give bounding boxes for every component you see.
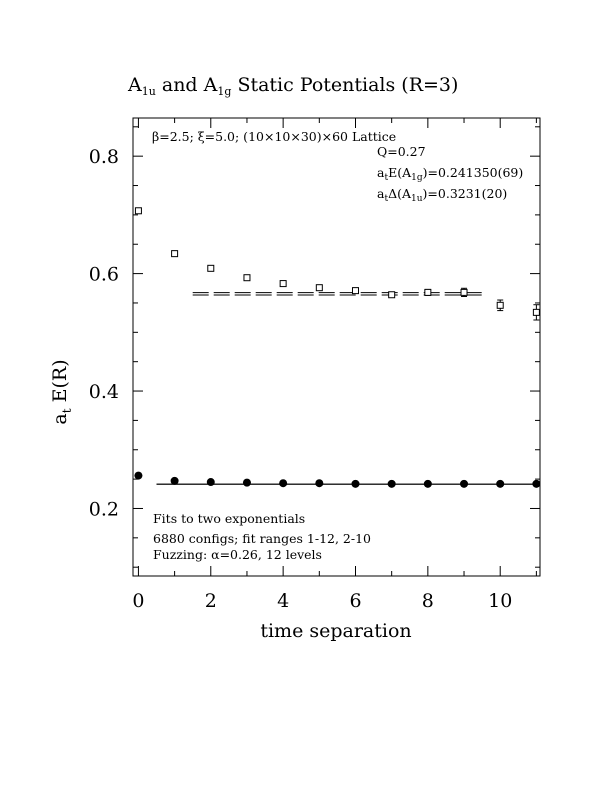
ground-state-point [387, 479, 396, 488]
excited-state-point [424, 288, 432, 296]
ground-state-point [351, 479, 360, 488]
gap-result: atΔ(A1u)=0.3231(20) [377, 186, 507, 204]
x-tick-label: 2 [205, 590, 217, 612]
q-value: Q=0.27 [377, 144, 426, 159]
fit-note: Fits to two exponentials [153, 511, 305, 526]
ground-state-point [279, 479, 288, 488]
x-tick-label: 4 [277, 590, 289, 612]
ground-state-point [206, 478, 215, 487]
excited-state-point [388, 291, 396, 299]
excited-state-point [207, 264, 215, 272]
ground-state-point [170, 476, 179, 485]
plot-frame [132, 117, 541, 577]
x-tick-label: 6 [349, 590, 361, 612]
excited-state-point [351, 287, 359, 295]
x-tick-label: 0 [132, 590, 144, 612]
fuzzing-note: Fuzzing: α=0.26, 12 levels [153, 547, 322, 562]
ground-energy-result: atE(A1g)=0.241350(69) [377, 165, 523, 183]
ground-state-point [315, 479, 324, 488]
ground-state-point [532, 479, 541, 488]
excited-state-point [279, 280, 287, 288]
chart-title: A1u and A1g Static Potentials (R=3) [127, 74, 458, 98]
axis-ticks [133, 118, 540, 576]
excited-state-point [243, 274, 251, 282]
x-tick-label: 10 [488, 590, 512, 612]
y-axis-label: at E(R) [49, 359, 74, 424]
x-axis-label: time separation [260, 620, 411, 642]
ground-state-point [242, 478, 251, 487]
tick-labels: 0 2 4 6 8 10 0.2 0.4 0.6 0.8 [89, 146, 513, 612]
y-tick-label: 0.6 [89, 264, 119, 286]
y-tick-label: 0.2 [89, 498, 119, 520]
x-tick-label: 8 [422, 590, 434, 612]
y-tick-label: 0.4 [89, 381, 119, 403]
ground-state-point [496, 479, 505, 488]
excited-state-point [460, 288, 468, 296]
excited-state-point [134, 207, 142, 215]
ground-state-point [134, 471, 143, 480]
excited-state-point [315, 284, 323, 292]
excited-state-point [171, 250, 179, 258]
ground-state-point [460, 479, 469, 488]
config-note: 6880 configs; fit ranges 1-12, 2-10 [153, 531, 371, 546]
excited-state-point [532, 308, 540, 316]
ground-state-point [423, 479, 432, 488]
excited-state-point [496, 301, 504, 309]
data-points [134, 207, 541, 488]
y-tick-label: 0.8 [89, 146, 119, 168]
lattice-info: β=2.5; ξ=5.0; (10×10×30)×60 Lattice [152, 129, 396, 144]
fit-lines [156, 292, 540, 485]
